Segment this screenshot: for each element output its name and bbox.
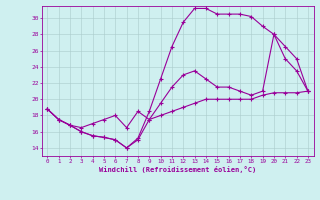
X-axis label: Windchill (Refroidissement éolien,°C): Windchill (Refroidissement éolien,°C) [99,166,256,173]
